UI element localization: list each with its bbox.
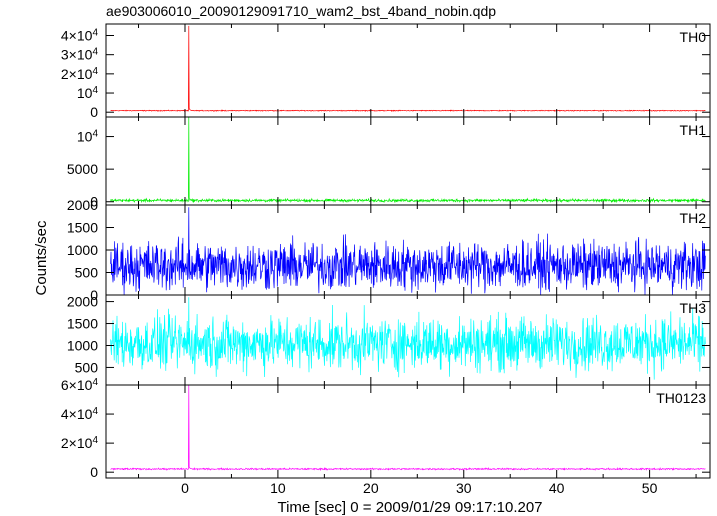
x-tick-label: 30 [456,480,472,496]
panel-label-th0: TH0 [680,29,707,45]
panel-frame-th0123 [105,384,711,479]
x-tick-label: 0 [181,480,189,496]
y-tick-label: 5000 [67,161,98,177]
y-tick-label: 1500 [67,220,98,236]
series-line-th0123 [110,385,706,472]
y-tick-label: 2000 [67,197,98,213]
y-tick-label: 104 [77,85,99,101]
y-tick-label: 4×104 [61,406,99,422]
y-tick-label: 1000 [67,337,98,353]
panel-label-th0123: TH0123 [656,390,706,406]
y-tick-label: 1500 [67,316,98,332]
y-tick-label: 2×104 [61,66,99,82]
x-tick-label: 20 [363,480,379,496]
y-tick-label: 104 [77,129,99,145]
y-tick-label: 3×104 [61,47,99,63]
panel-label-th1: TH1 [680,122,707,138]
panel-frame-th0 [105,23,711,118]
y-tick-label: 500 [75,359,99,375]
panel-label-th3: TH3 [680,300,707,316]
y-tick-label: 2000 [67,294,98,310]
series-line-th3 [110,297,706,380]
x-tick-label: 10 [270,480,286,496]
x-tick-label: 40 [549,480,565,496]
series-line-th2 [110,207,706,295]
series-line-th1 [110,117,706,204]
y-tick-label: 0 [90,104,98,120]
y-tick-label: 500 [75,265,99,281]
y-tick-label: 0 [90,464,98,480]
x-axis-label: Time [sec] 0 = 2009/01/29 09:17:10.207 [277,499,542,516]
y-axis-label: Counts/sec [33,220,50,296]
y-tick-label: 1000 [67,242,98,258]
panel-label-th2: TH2 [680,210,707,226]
chart-title: ae903006010_20090129091710_wam2_bst_4ban… [106,3,497,19]
y-tick-label: 0 [90,194,98,210]
y-tick-label: 2×104 [61,435,99,451]
panel-frame-th1 [105,116,711,206]
y-tick-label: 0 [90,287,98,303]
y-tick-label: 6×104 [61,377,99,393]
series-line-th0 [110,25,706,113]
x-tick-label: 50 [642,480,658,496]
y-tick-label: 4×104 [61,28,99,44]
